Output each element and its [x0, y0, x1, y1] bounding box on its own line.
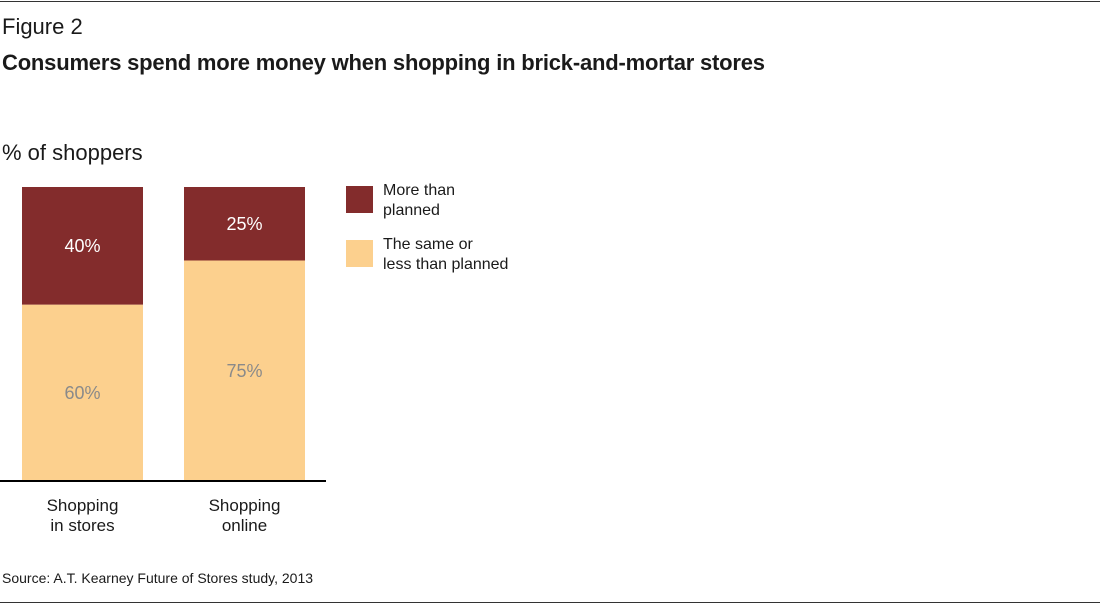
bar-segment: [22, 304, 143, 481]
unit-label: % of shoppers: [2, 140, 143, 165]
figure-label: Figure 2: [2, 14, 83, 39]
bar-segment: [184, 187, 305, 261]
data-label: 40%: [64, 236, 100, 256]
legend-label: planned: [383, 202, 440, 219]
data-label: 75%: [226, 361, 262, 381]
legend-swatch: [346, 240, 373, 267]
top-rule: [0, 1, 1100, 2]
legend-label: The same or: [383, 236, 473, 253]
legend-label: More than: [383, 182, 455, 199]
legend-label: less than planned: [383, 256, 508, 273]
category-label: online: [222, 516, 267, 535]
bottom-rule: [0, 602, 1100, 603]
chart-title: Consumers spend more money when shopping…: [2, 50, 765, 75]
legend-swatch: [346, 186, 373, 213]
bar-segment: [22, 187, 143, 305]
category-label: Shopping: [209, 496, 281, 515]
category-label: in stores: [50, 516, 114, 535]
category-label: Shopping: [47, 496, 119, 515]
source-note: Source: A.T. Kearney Future of Stores st…: [2, 570, 314, 586]
data-label: 60%: [64, 383, 100, 403]
bar-segment: [184, 260, 305, 481]
data-label: 25%: [226, 214, 262, 234]
